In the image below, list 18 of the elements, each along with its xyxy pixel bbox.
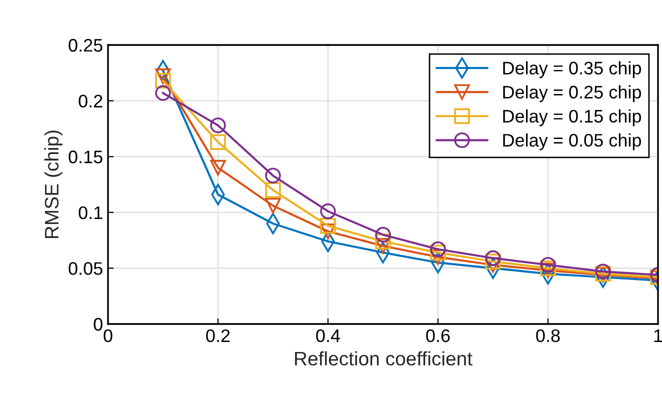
legend-label: Delay = 0.25 chip [503,85,641,102]
x-tick-label: 0 [104,329,112,342]
x-axis-title: Reflection coefficient [295,351,472,366]
legend-label: Delay = 0.05 chip [503,133,641,150]
y-tick-label: 0.15 [68,150,102,164]
y-tick-label: 0.25 [68,38,102,52]
y-tick-label: 0.2 [78,94,102,108]
legend-label: Delay = 0.35 chip [503,61,641,78]
x-tick-label: 0.2 [206,329,230,342]
y-axis-title: RMSE (chip) [44,130,62,238]
x-tick-label: 1 [654,330,662,342]
y-tick-label: 0.1 [78,206,102,220]
x-tick-label: 0.4 [316,329,340,342]
y-tick-label: 0.05 [68,262,102,275]
y-tick-label: 0 [94,318,102,331]
x-tick-label: 0.6 [426,329,450,342]
legend-label: Delay = 0.15 chip [503,109,641,126]
x-tick-label: 0.8 [536,329,560,342]
